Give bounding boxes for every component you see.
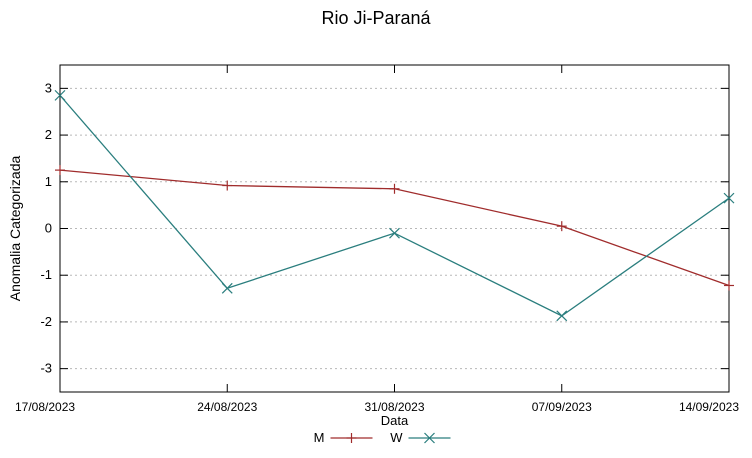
y-tick-label: 0 xyxy=(45,221,52,236)
x-axis-label: Data xyxy=(381,413,409,428)
marker-cross xyxy=(556,310,568,322)
marker-cross xyxy=(723,192,735,204)
marker-cross xyxy=(424,432,435,444)
y-tick-label: 1 xyxy=(45,174,52,189)
y-tick-label: 3 xyxy=(45,80,52,95)
x-tick-label: 14/09/2023 xyxy=(679,400,739,414)
y-tick-label: 2 xyxy=(45,127,52,142)
legend-label-W: W xyxy=(390,430,403,445)
x-tick-label: 07/09/2023 xyxy=(532,400,592,414)
y-axis-label: Anomalia Categorizada xyxy=(7,156,23,302)
series-W-line xyxy=(59,94,730,317)
x-tick-label: 17/08/2023 xyxy=(15,400,75,414)
y-tick-label: -1 xyxy=(40,267,52,282)
x-tick-label: 24/08/2023 xyxy=(197,400,257,414)
marker-cross xyxy=(221,282,233,294)
y-tick-label: -3 xyxy=(40,361,52,376)
marker-cross xyxy=(389,227,400,239)
marker-cross xyxy=(54,89,66,101)
chart-title: Rio Ji-Paraná xyxy=(321,8,431,28)
x-tick-label: 31/08/2023 xyxy=(364,400,424,414)
y-tick-label: -2 xyxy=(40,314,52,329)
legend-label-M: M xyxy=(314,430,325,445)
